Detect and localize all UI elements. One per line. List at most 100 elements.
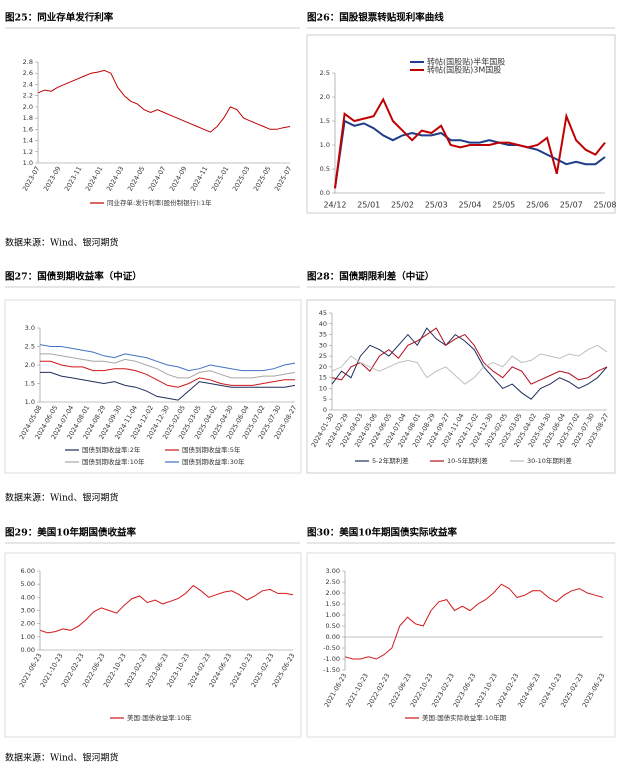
series-line (39, 584, 294, 634)
y-tick-label: 2.5 (25, 343, 35, 351)
x-tick-label: 25/08 (593, 201, 616, 210)
y-tick-label: 1.6 (23, 125, 33, 133)
legend-label: 美国:国债实际收益率:10年期 (422, 713, 507, 722)
source-note: 数据来源：Wind、银河期货 (5, 237, 119, 249)
y-tick-label: 0.0 (320, 189, 330, 197)
chart-title: 图25：同业存单发行利率 (5, 12, 114, 24)
series-line (334, 97, 606, 189)
y-tick-label: 2.6 (23, 69, 33, 77)
x-tick-label: 2025-05 (252, 165, 273, 193)
y-tick-label: 2.0 (320, 93, 330, 101)
source-note: 数据来源：Wind、银河期货 (5, 492, 119, 504)
legend-label: 10-5年期利差 (447, 456, 488, 465)
y-tick-label: 1.5 (320, 117, 330, 125)
y-tick-label: 2.50 (326, 578, 340, 586)
y-tick-label: 2.0 (23, 103, 33, 111)
x-tick-label: 25/01 (357, 201, 380, 210)
chart-title: 图30：美国10年期国债实际收益率 (307, 527, 457, 539)
y-tick-label: 1.00 (21, 633, 35, 641)
series-line (334, 119, 606, 189)
y-tick-label: 30 (319, 341, 327, 349)
y-tick-label: 6.00 (21, 567, 35, 575)
chart-frame (4, 299, 302, 474)
y-tick-label: 2.5 (320, 69, 330, 77)
y-tick-label: 2.8 (23, 58, 33, 66)
x-tick-label: 2023-07 (21, 165, 42, 193)
y-tick-label: 1.0 (320, 141, 330, 149)
x-tick-label: 2024-05 (126, 165, 147, 193)
y-tick-label: 5 (323, 395, 327, 403)
legend-label: 5-2年期利差 (372, 456, 409, 465)
chart-frame (306, 552, 616, 738)
legend-label: 美国:国债收益率:10年 (127, 713, 192, 722)
y-tick-label: 25 (319, 352, 327, 360)
x-tick-label: 25/05 (492, 201, 515, 210)
chart-title: 图26：国股银票转贴现利率曲线 (307, 12, 444, 24)
x-tick-label: 2024-07 (147, 165, 168, 193)
legend-label: 国债到期收益率:2年 (82, 445, 141, 454)
x-tick-label: 2025-03 (231, 165, 252, 193)
y-tick-label: 0.5 (320, 165, 330, 173)
chart-frame (306, 34, 616, 214)
x-tick-label: 2024-01 (84, 165, 105, 193)
series-line (331, 327, 608, 400)
x-tick-label: 2023-09 (42, 165, 63, 193)
y-tick-label: 45 (319, 309, 327, 317)
y-tick-label: 0.50 (326, 622, 340, 630)
series-line (39, 344, 296, 372)
x-tick-label: 25/04 (458, 201, 481, 210)
series-line (331, 327, 608, 385)
y-tick-label: 3.00 (21, 607, 35, 615)
series-line (40, 353, 296, 379)
y-tick-label: 1.5 (25, 380, 35, 388)
y-tick-label: 2.00 (326, 589, 340, 597)
y-tick-label: 1.2 (23, 148, 33, 156)
series-line (40, 371, 296, 401)
legend-label: 同业存单:发行利率(股份制银行):1年 (107, 198, 212, 207)
y-tick-label: 1.00 (326, 611, 340, 619)
series-line (37, 69, 291, 133)
x-tick-label: 2025-06-23 (581, 672, 607, 709)
x-tick-label: 25/03 (425, 201, 448, 210)
y-tick-label: 3.00 (326, 567, 340, 575)
x-tick-label: 2025-07 (273, 165, 294, 193)
x-tick-label: 2025-01 (210, 165, 231, 193)
y-tick-label: -1.50 (323, 666, 340, 674)
y-tick-label: 2.4 (23, 80, 33, 88)
y-tick-label: 1.4 (23, 137, 33, 145)
legend-label: 30-10年期利差 (527, 456, 572, 465)
x-tick-label: 2024-09 (168, 165, 189, 193)
y-tick-label: 20 (319, 363, 327, 371)
y-tick-label: 40 (319, 320, 327, 328)
x-tick-label: 2023-11 (63, 165, 84, 193)
y-tick-label: -0.50 (323, 644, 340, 652)
y-tick-label: 1.50 (326, 600, 340, 608)
x-tick-label: 2025-06-23 (271, 652, 297, 689)
y-tick-label: 1.8 (23, 114, 33, 122)
x-tick-label: 24/12 (323, 201, 346, 210)
y-tick-label: 1.0 (25, 398, 35, 406)
y-tick-label: 3.0 (25, 324, 35, 332)
series-line (331, 344, 608, 385)
y-tick-label: -1.00 (323, 655, 340, 663)
source-note: 数据来源：Wind、银河期货 (5, 752, 119, 764)
x-tick-label: 25/06 (526, 201, 549, 210)
legend-label: 国债到期收益率:30年 (182, 457, 245, 466)
legend-label: 转帖(国股贴)半年国股 (427, 57, 505, 67)
chart-frame (4, 552, 302, 738)
x-tick-label: 2024-11 (189, 165, 210, 193)
x-tick-label: 25/02 (391, 201, 414, 210)
chart-frame (306, 299, 616, 474)
y-tick-label: 0 (323, 406, 327, 414)
series-line (40, 360, 295, 388)
x-tick-label: 2024-03 (105, 165, 126, 193)
y-tick-label: 1.0 (23, 159, 33, 167)
y-tick-label: 0.00 (326, 633, 340, 641)
y-tick-label: 35 (319, 331, 327, 339)
y-tick-label: 2.0 (25, 361, 35, 369)
y-tick-label: 10 (319, 384, 327, 392)
legend-label: 国债到期收益率:5年 (182, 445, 241, 454)
legend-label: 国债到期收益率:10年 (82, 457, 145, 466)
chart-title: 图29：美国10年期国债收益率 (5, 527, 136, 539)
